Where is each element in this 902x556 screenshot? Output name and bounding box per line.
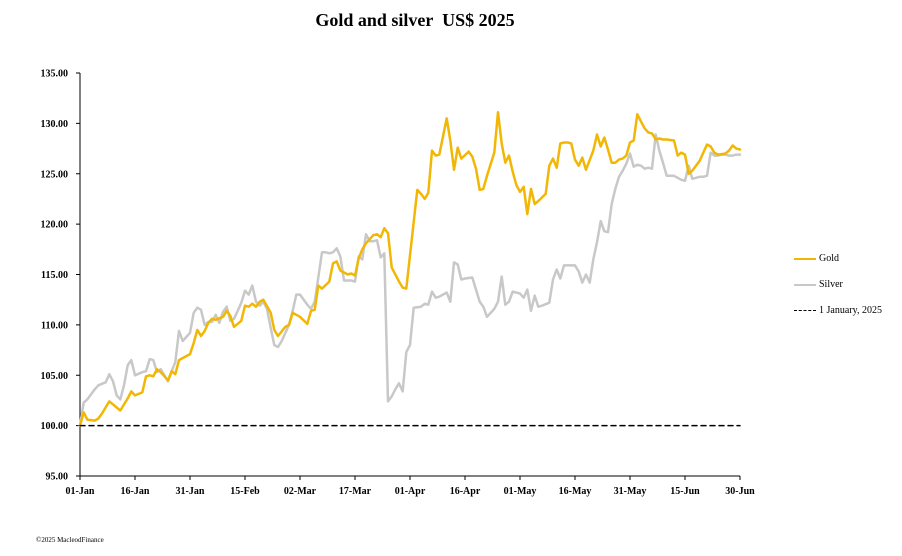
copyright-text: ©2025 MacleodFinance <box>36 536 104 544</box>
x-tick-label: 16-May <box>559 486 592 497</box>
chart-title: Gold and silver US$ 2025 <box>315 10 515 30</box>
y-tick-label: 115.00 <box>41 270 68 281</box>
chart-series-lines <box>78 111 742 427</box>
legend-swatch <box>794 283 816 286</box>
y-tick-label: 100.00 <box>41 421 69 432</box>
x-tick-label: 02-Mar <box>284 486 317 497</box>
x-tick-label: 31-Jan <box>176 486 205 497</box>
series-line-gold <box>78 111 742 427</box>
x-tick-label: 15-Feb <box>230 486 260 497</box>
legend-swatch <box>794 257 816 260</box>
y-tick-label: 120.00 <box>41 220 69 231</box>
legend-item: Gold <box>794 252 882 265</box>
series-line-silver <box>78 133 742 427</box>
legend-label: 1 January, 2025 <box>819 305 882 316</box>
x-tick-label: 17-Mar <box>339 486 372 497</box>
x-tick-label: 01-Apr <box>395 486 426 497</box>
y-tick-label: 125.00 <box>41 169 69 180</box>
y-tick-label: 135.00 <box>41 69 69 80</box>
y-tick-label: 95.00 <box>46 472 69 483</box>
y-tick-label: 105.00 <box>41 371 69 382</box>
legend-label: Silver <box>819 279 843 290</box>
x-tick-label: 16-Apr <box>450 486 481 497</box>
x-tick-label: 15-Jun <box>670 486 700 497</box>
legend-item: Silver <box>794 278 882 291</box>
y-tick-label: 110.00 <box>41 320 68 331</box>
x-tick-label: 01-Jan <box>66 486 95 497</box>
legend-item: 1 January, 2025 <box>794 304 882 317</box>
x-tick-label: 30-Jun <box>725 486 755 497</box>
x-tick-label: 01-May <box>504 486 537 497</box>
legend-label: Gold <box>819 253 839 264</box>
y-tick-label: 130.00 <box>41 119 69 130</box>
x-tick-label: 31-May <box>614 486 647 497</box>
x-tick-label: 16-Jan <box>121 486 150 497</box>
chart-axes: 95.00 100.00 105.00 110.00 115.00 120.00 125.0… <box>41 69 756 498</box>
chart-legend: Gold Silver 1 January, 2025 <box>794 252 882 330</box>
legend-swatch <box>794 310 816 311</box>
